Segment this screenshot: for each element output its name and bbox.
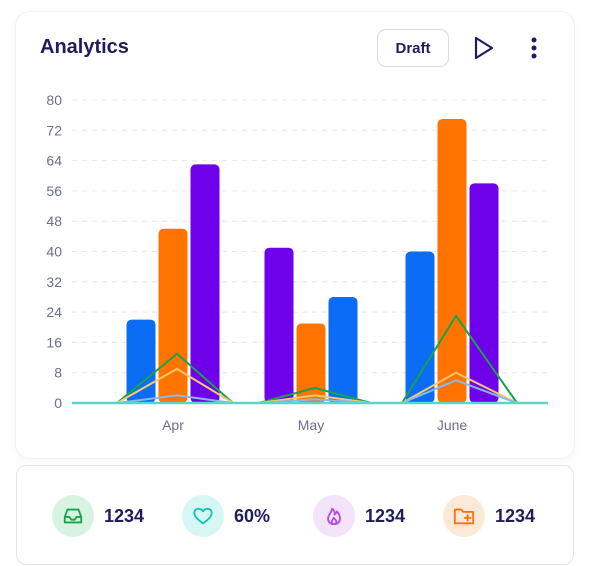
inbox-icon xyxy=(63,508,83,524)
bar xyxy=(328,296,358,403)
play-button[interactable] xyxy=(470,34,498,62)
stat-item-inbox: 1234 xyxy=(52,495,144,537)
card-title: Analytics xyxy=(40,36,129,58)
series-line xyxy=(116,367,518,404)
y-tick-label: 24 xyxy=(46,304,62,320)
stat-item-heart: 60% xyxy=(182,495,270,537)
x-tick-label: Apr xyxy=(162,417,184,433)
bar xyxy=(296,323,326,403)
stat-item-folder: 1234 xyxy=(443,495,535,537)
bar xyxy=(126,319,156,403)
y-tick-label: 40 xyxy=(46,244,62,260)
stat-value: 1234 xyxy=(495,505,536,526)
more-vertical-icon xyxy=(531,37,537,59)
draft-button[interactable]: Draft xyxy=(377,29,449,67)
more-options-button[interactable] xyxy=(522,34,546,62)
bar xyxy=(469,183,499,403)
heart-icon-badge xyxy=(182,495,224,537)
y-tick-label: 64 xyxy=(46,153,62,169)
y-tick-label: 80 xyxy=(46,92,62,108)
folder-plus-icon xyxy=(453,508,475,525)
stat-value: 1234 xyxy=(104,505,145,526)
y-tick-label: 72 xyxy=(46,122,62,138)
series-line xyxy=(116,379,518,404)
stats-bar: 1234 60% 1234 1234 xyxy=(16,465,574,565)
y-tick-label: 0 xyxy=(54,395,62,411)
bar xyxy=(158,228,188,403)
flame-icon-badge xyxy=(313,495,355,537)
series-line xyxy=(116,314,518,404)
stat-value: 1234 xyxy=(365,505,406,526)
folder-plus-icon-badge xyxy=(443,495,485,537)
y-tick-label: 32 xyxy=(46,274,62,290)
flame-icon xyxy=(327,507,341,526)
stat-item-flame: 1234 xyxy=(313,495,405,537)
heart-icon xyxy=(193,507,213,525)
stat-value: 60% xyxy=(234,505,271,526)
bar xyxy=(190,164,220,403)
y-tick-label: 56 xyxy=(46,183,62,199)
x-tick-label: May xyxy=(298,417,324,433)
inbox-icon-badge xyxy=(52,495,94,537)
y-tick-label: 48 xyxy=(46,213,62,229)
bar xyxy=(405,251,435,403)
bar xyxy=(264,247,294,403)
bar xyxy=(437,118,467,403)
x-tick-label: June xyxy=(437,417,468,433)
y-tick-label: 8 xyxy=(54,365,62,381)
y-tick-label: 16 xyxy=(46,334,62,350)
play-icon xyxy=(474,36,494,60)
bar-chart: 0 8 16 24 32 40 48 56 64 72 80 Apr May June xyxy=(46,92,548,433)
